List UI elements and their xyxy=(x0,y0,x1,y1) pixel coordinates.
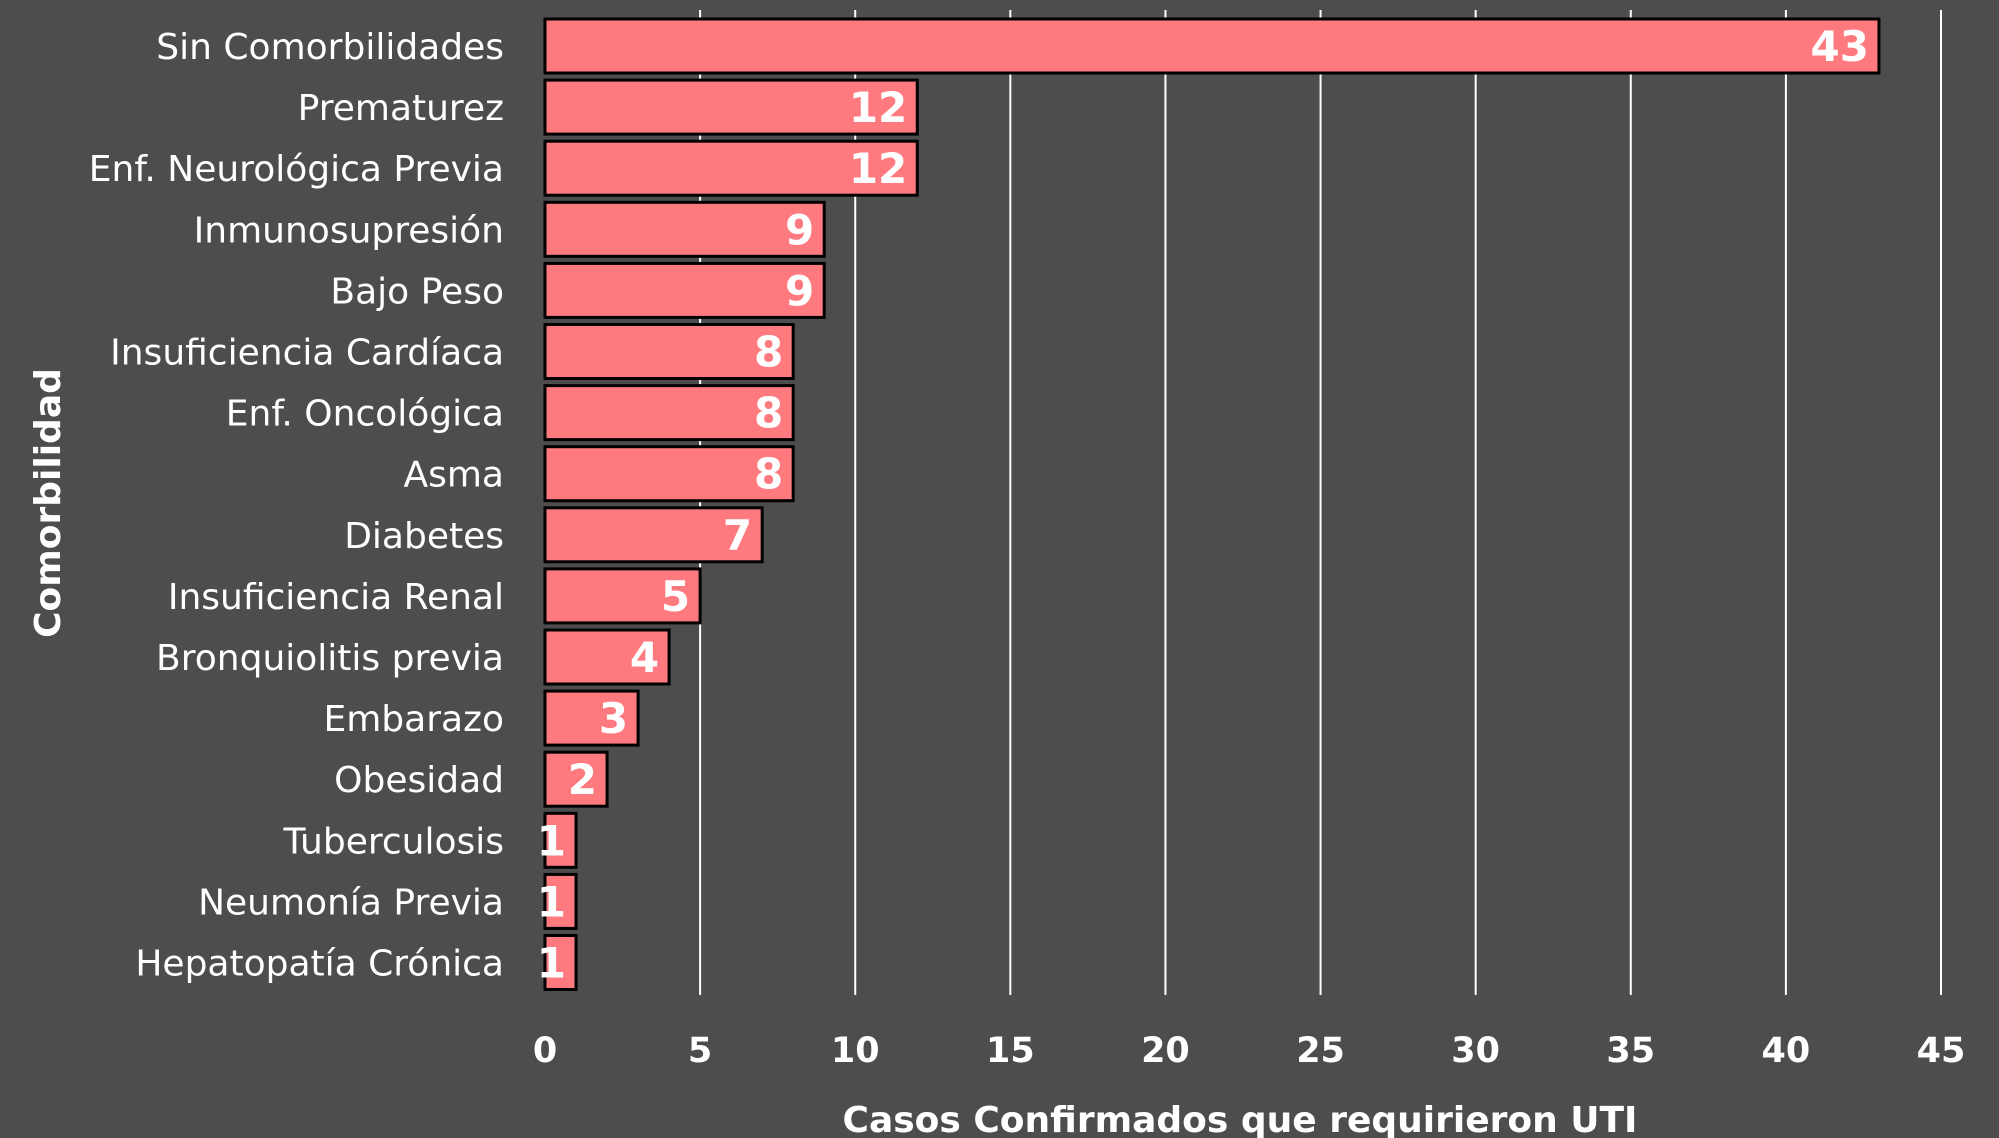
bar xyxy=(543,872,578,930)
bar xyxy=(543,689,640,747)
data-label: 2 xyxy=(568,755,597,804)
bar xyxy=(543,628,671,686)
category-label: Bajo Peso xyxy=(330,271,504,312)
category-label: Inmunosupresión xyxy=(194,210,504,251)
data-label: 5 xyxy=(661,572,690,621)
category-labels: Sin Comorbilidades Prematurez Enf. Neuroló… xyxy=(89,27,504,985)
data-label: 1 xyxy=(537,939,566,988)
data-label: 1 xyxy=(537,816,566,865)
x-tick-label: 10 xyxy=(831,1031,880,1071)
bar xyxy=(543,261,826,319)
bar xyxy=(543,750,609,808)
data-label: 1 xyxy=(537,877,566,926)
bar xyxy=(543,139,919,197)
x-tick-label: 45 xyxy=(1917,1031,1966,1071)
bar xyxy=(543,17,1881,75)
category-label: Bronquiolitis previa xyxy=(156,638,504,679)
category-label: Sin Comorbilidades xyxy=(156,27,504,68)
bar xyxy=(543,323,795,380)
bar xyxy=(543,506,764,564)
category-label: Embarazo xyxy=(323,699,504,740)
x-tick-label: 5 xyxy=(688,1031,712,1071)
data-label: 3 xyxy=(599,694,628,743)
x-tick-label: 40 xyxy=(1762,1031,1811,1071)
bar xyxy=(543,78,919,136)
category-label: Neumonía Previa xyxy=(198,882,504,923)
bar xyxy=(543,811,578,869)
category-label: Diabetes xyxy=(344,516,504,557)
category-label: Tuberculosis xyxy=(283,821,505,862)
x-tick-label: 35 xyxy=(1606,1031,1655,1071)
data-label: 12 xyxy=(849,83,907,132)
y-axis-title: Comorbilidad xyxy=(28,368,69,638)
x-tick-label: 15 xyxy=(986,1031,1035,1071)
category-label: Insuficiencia Cardíaca xyxy=(110,333,504,374)
category-label: Asma xyxy=(403,455,504,496)
data-label: 9 xyxy=(785,205,814,254)
data-label: 4 xyxy=(630,633,659,682)
bar xyxy=(543,384,795,442)
data-label: 43 xyxy=(1811,22,1869,71)
bar xyxy=(543,934,578,991)
bar xyxy=(543,445,795,503)
data-label: 12 xyxy=(849,144,907,193)
x-tick-label: 20 xyxy=(1141,1031,1190,1071)
x-tick-label: 30 xyxy=(1451,1031,1500,1071)
category-label: Enf. Oncológica xyxy=(226,394,504,435)
category-label: Obesidad xyxy=(334,760,504,801)
data-label: 8 xyxy=(754,450,783,499)
x-axis-title: Casos Confirmados que requirieron UTI xyxy=(843,1100,1638,1138)
data-label: 8 xyxy=(754,389,783,438)
data-label: 9 xyxy=(785,266,814,315)
category-label: Insuficiencia Renal xyxy=(168,577,504,618)
category-label: Prematurez xyxy=(298,88,504,129)
bar xyxy=(543,200,826,258)
data-label: 8 xyxy=(754,328,783,377)
bars xyxy=(543,17,1881,991)
category-label: Hepatopatía Crónica xyxy=(135,944,504,985)
data-label: 7 xyxy=(723,511,752,560)
x-tick-labels: 0 5 10 15 20 25 30 35 40 45 xyxy=(533,1031,1966,1071)
x-tick-label: 0 xyxy=(533,1031,557,1071)
bar xyxy=(543,567,702,625)
x-tick-label: 25 xyxy=(1296,1031,1345,1071)
category-label: Enf. Neurológica Previa xyxy=(89,149,504,190)
